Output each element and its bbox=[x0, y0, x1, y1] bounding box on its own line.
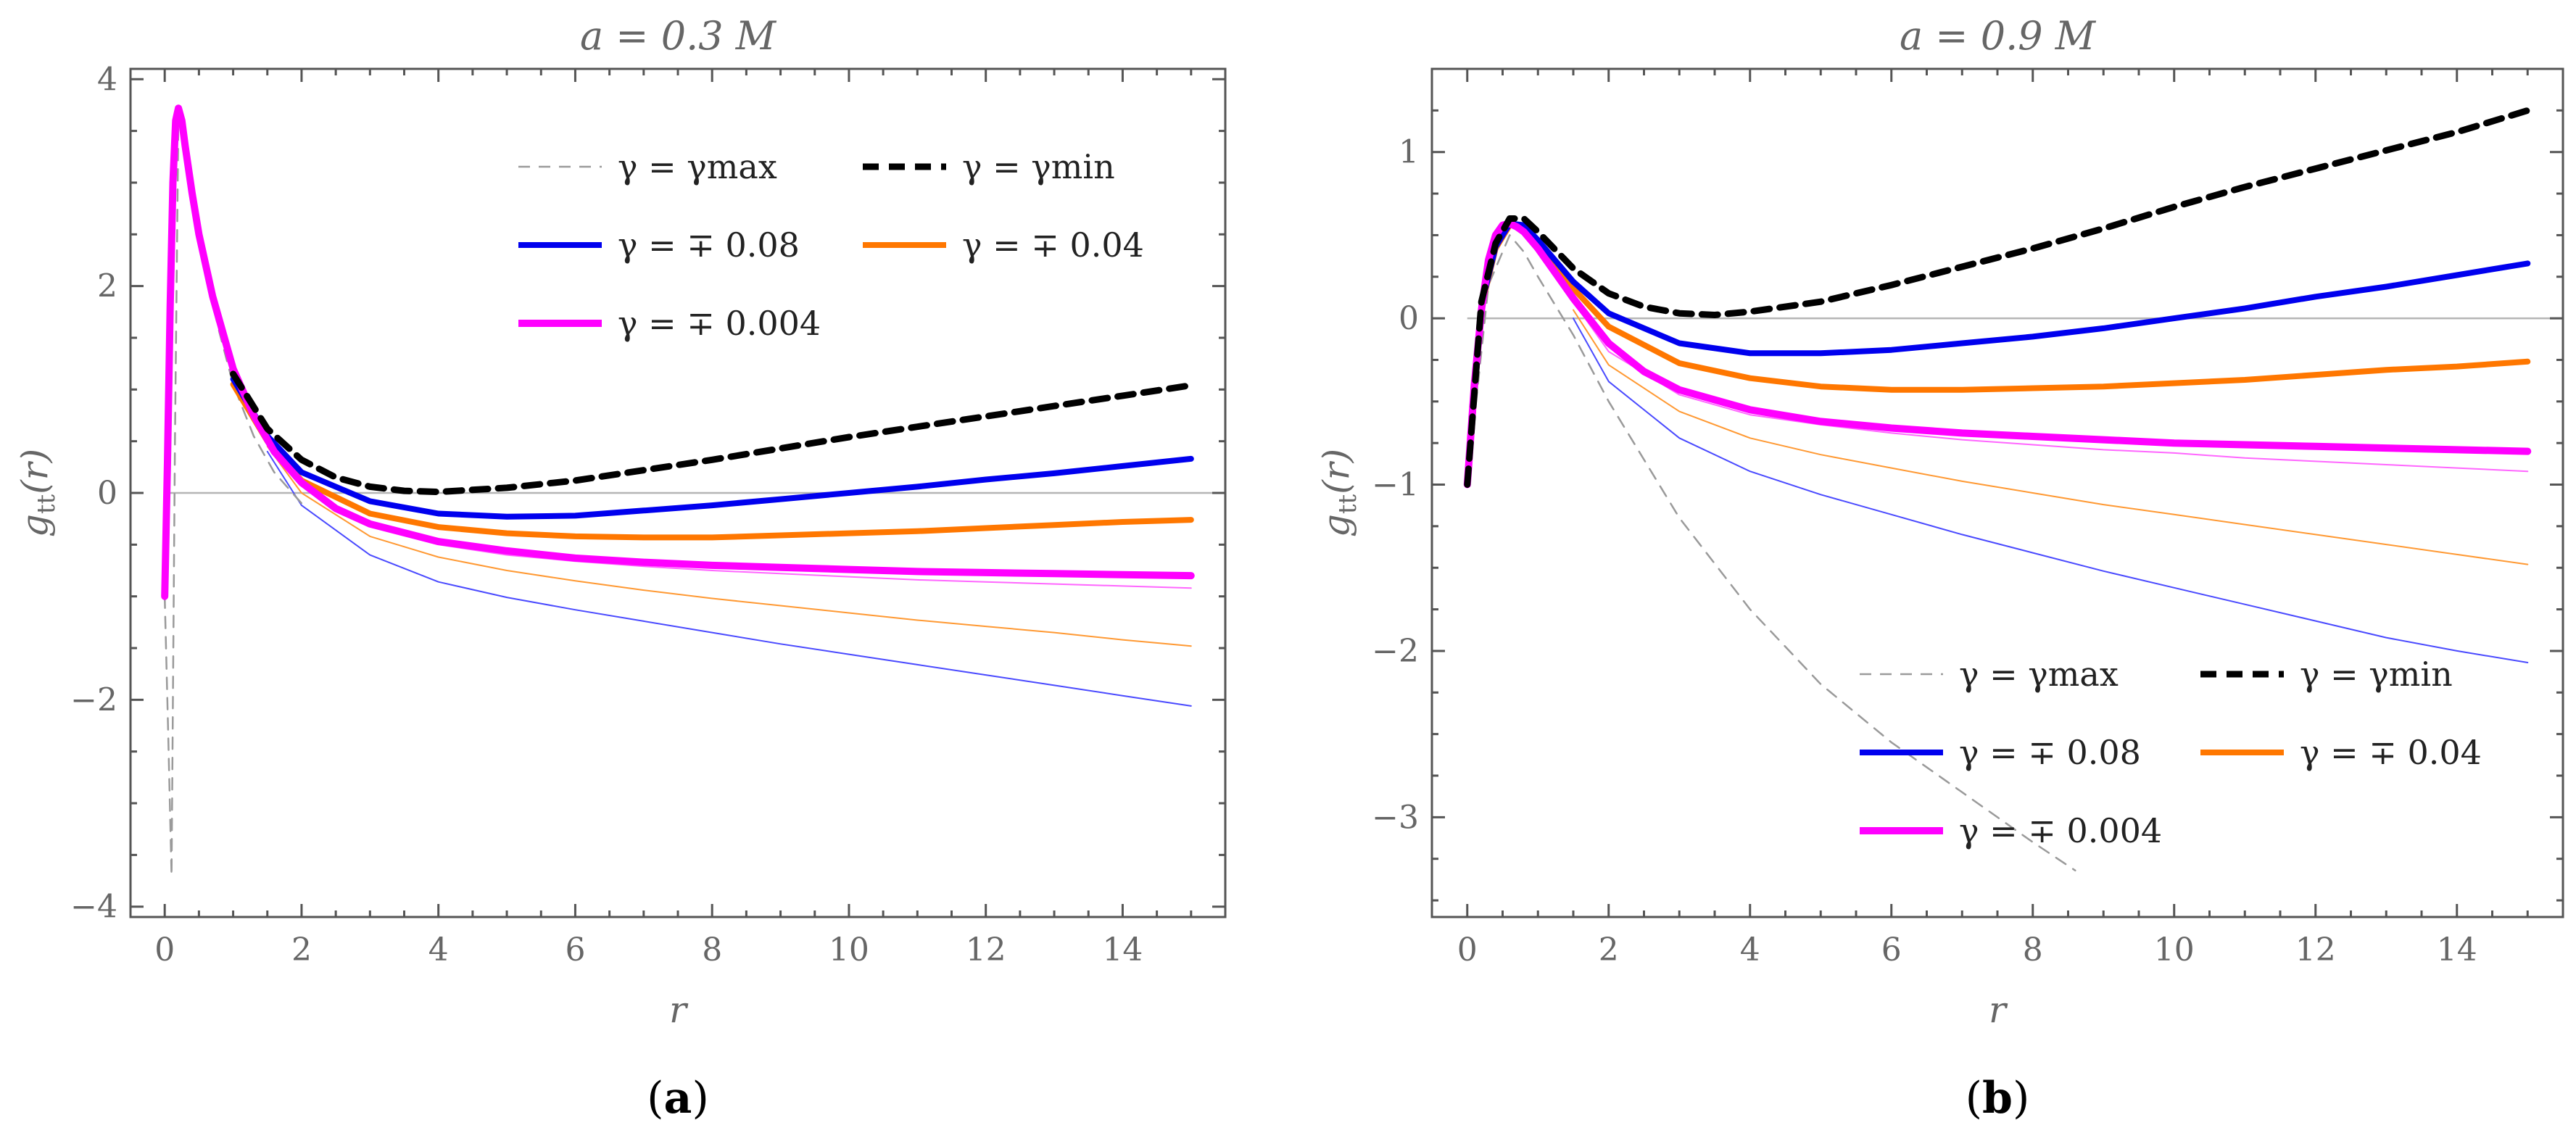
x-axis-label: r bbox=[669, 989, 689, 1031]
x-tick-label: 0 bbox=[1457, 932, 1478, 968]
legend: γ = γmax γ = γmin γ = ∓ 0.08 γ = ∓ 0.04 γ = … bbox=[1860, 655, 2482, 850]
x-tick-label: 14 bbox=[1102, 932, 1143, 968]
y-tick-label: −2 bbox=[1372, 633, 1419, 670]
series-line-g004_thin bbox=[1573, 309, 2529, 565]
y-tick-label: 4 bbox=[97, 61, 117, 98]
y-tick-label: −4 bbox=[70, 889, 117, 926]
series-line-g004_thick bbox=[230, 381, 1194, 541]
x-tick-label: 10 bbox=[2154, 932, 2195, 968]
x-tick-label: 6 bbox=[1881, 932, 1902, 968]
legend-label: γ = ∓ 0.04 bbox=[962, 225, 1144, 265]
x-tick-label: 10 bbox=[829, 932, 869, 968]
legend-label: γ = γmin bbox=[2300, 655, 2453, 694]
panel-title: a = 0.3 M bbox=[580, 13, 777, 59]
series-line-gmin_dashed bbox=[1464, 107, 2531, 488]
y-tick-label: 0 bbox=[1399, 300, 1419, 337]
legend-label: γ = γmax bbox=[1959, 655, 2119, 694]
y-tick-label: 1 bbox=[1399, 134, 1419, 171]
y-tick-label: −3 bbox=[1372, 799, 1419, 836]
series-line-g008_thin bbox=[266, 450, 1192, 707]
series-line-gmin_dashed bbox=[230, 370, 1195, 496]
legend-label: γ = ∓ 0.004 bbox=[618, 304, 821, 343]
panel-tag: (b) bbox=[1966, 1073, 2030, 1124]
x-tick-label: 12 bbox=[966, 932, 1006, 968]
chart-panel-b: 0 2 4 6 8 10 12 14 −3 −2 −1 0 1 a = 0.9 M r gtt(r) (b) γ … bbox=[1315, 13, 2564, 1124]
legend-label: γ = γmax bbox=[618, 147, 777, 186]
legend-label: γ = ∓ 0.08 bbox=[618, 225, 800, 265]
y-tick-label: −2 bbox=[70, 681, 117, 718]
series-line-gmax_dashed bbox=[163, 114, 303, 877]
panel-tag: (a) bbox=[647, 1073, 709, 1124]
legend-label: γ = γmin bbox=[962, 147, 1115, 186]
x-tick-label: 0 bbox=[154, 932, 175, 968]
x-tick-label: 8 bbox=[702, 932, 722, 968]
x-axis-label: r bbox=[1989, 989, 2008, 1031]
plot-frame bbox=[1430, 67, 2564, 918]
x-tick-label: 14 bbox=[2437, 932, 2477, 968]
y-tick-label: 2 bbox=[97, 268, 117, 305]
x-tick-label: 4 bbox=[428, 932, 449, 968]
x-tick-label: 6 bbox=[565, 932, 585, 968]
x-tick-label: 2 bbox=[291, 932, 312, 968]
series-line-gmax_dashed bbox=[1466, 234, 2076, 872]
chart-panel-a: 0 2 4 6 8 10 12 14 −4 −2 0 2 4 a = 0.3 M r gtt(r) (a) γ =… bbox=[14, 13, 1227, 1124]
series-line-g008_thin bbox=[1573, 318, 2529, 663]
legend-label: γ = ∓ 0.04 bbox=[2300, 733, 2482, 772]
series-line-g008_thick bbox=[230, 376, 1194, 520]
series-line-g0004_thin bbox=[1573, 301, 2529, 473]
y-axis-label: gtt(r) bbox=[1315, 449, 1362, 537]
series-line-g0004_thick bbox=[1463, 220, 2532, 489]
panel-title: a = 0.9 M bbox=[1900, 13, 2097, 59]
x-tick-label: 12 bbox=[2295, 932, 2336, 968]
y-axis-label: gtt(r) bbox=[14, 449, 61, 537]
y-tick-label: 0 bbox=[97, 475, 117, 512]
x-tick-label: 8 bbox=[2023, 932, 2043, 968]
series-line-g004_thin bbox=[266, 445, 1192, 647]
y-tick-label: −1 bbox=[1372, 467, 1419, 504]
x-tick-label: 2 bbox=[1599, 932, 1619, 968]
legend-label: γ = ∓ 0.004 bbox=[1959, 811, 2162, 850]
legend: γ = γmax γ = γmin γ = ∓ 0.08 γ = ∓ 0.04 γ = … bbox=[518, 147, 1144, 343]
legend-label: γ = ∓ 0.08 bbox=[1959, 733, 2141, 772]
series-line-g0004_thick bbox=[161, 104, 1195, 600]
x-tick-label: 4 bbox=[1740, 932, 1760, 968]
